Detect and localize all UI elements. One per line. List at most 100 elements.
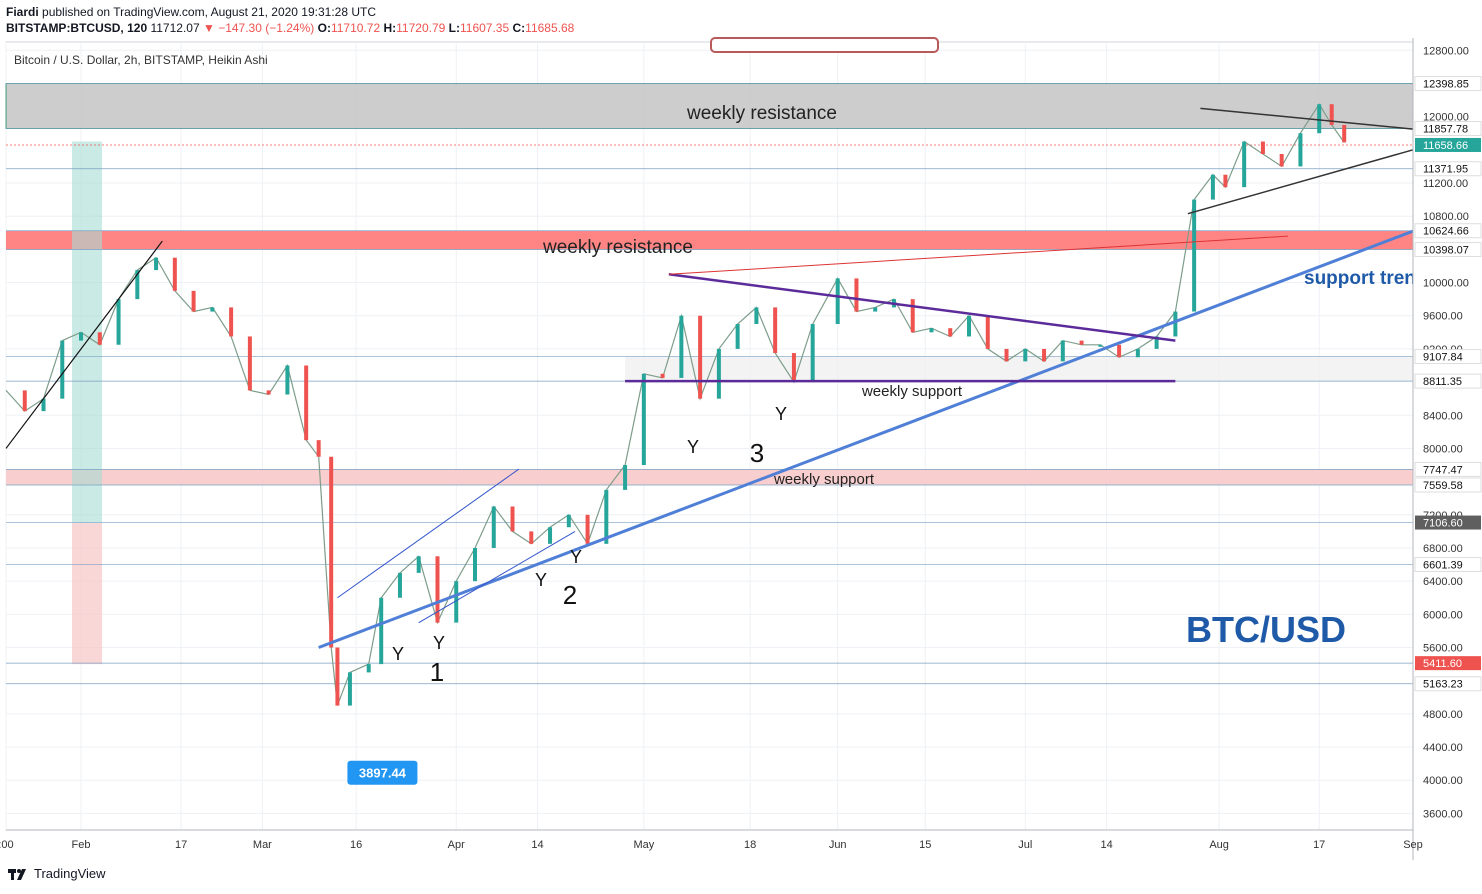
candle <box>210 307 215 312</box>
level-tag <box>1414 373 1482 389</box>
candle <box>41 398 46 412</box>
x-tick-label: Jun <box>829 839 847 851</box>
candle <box>304 365 309 441</box>
x-tick-label: Aug <box>1209 839 1229 851</box>
level-tag-label: 7559.58 <box>1423 480 1463 492</box>
y-tick-label: 6400.00 <box>1423 576 1463 588</box>
candle <box>316 440 321 457</box>
x-tick-label: 14 <box>531 839 543 851</box>
chart-legend-title: Bitcoin / U.S. Dollar, 2h, BITSTAMP, Hei… <box>14 53 268 67</box>
level-tag <box>1415 515 1481 530</box>
y-tick-label: 6800.00 <box>1423 543 1463 555</box>
candle <box>229 307 234 337</box>
x-tick-label: May <box>633 839 654 851</box>
y-tick-label: 5600.00 <box>1423 643 1463 655</box>
candle <box>247 336 252 391</box>
candle <box>754 307 759 325</box>
level-tag <box>1414 461 1482 477</box>
candle <box>835 278 840 325</box>
pink-band <box>72 523 102 665</box>
candle <box>1042 348 1047 362</box>
price-series <box>5 103 1347 706</box>
candle <box>1079 340 1084 345</box>
price-change: ▼ −147.30 (−1.24%) <box>202 21 315 35</box>
level-tag-label: 11658.66 <box>1423 140 1468 152</box>
candle <box>97 332 102 345</box>
level-tag-label: 9107.84 <box>1423 352 1463 364</box>
level-tag-label: 5163.23 <box>1423 679 1463 691</box>
candle <box>154 257 159 271</box>
candle <box>585 514 590 544</box>
close-value: 11685.68 <box>525 21 575 35</box>
candle <box>22 390 27 412</box>
x-tick-label: Jul <box>1018 839 1032 851</box>
candle <box>116 299 121 345</box>
x-tick-label: 17 <box>175 839 187 851</box>
level-tag <box>1414 242 1482 258</box>
annotation-14: Y <box>775 404 787 424</box>
candle <box>347 672 352 706</box>
author-name[interactable]: Fiardi <box>6 5 39 19</box>
candle <box>716 348 721 399</box>
candle <box>698 315 703 399</box>
candle <box>1223 174 1228 188</box>
candle <box>1173 311 1178 337</box>
plot-area <box>5 41 1414 831</box>
candle <box>473 547 477 582</box>
candle <box>366 664 371 673</box>
y-tick-label: 4400.00 <box>1423 742 1463 754</box>
wedge-bottom-line <box>1187 149 1414 215</box>
annotation-3: weekly support <box>861 383 963 400</box>
candle <box>1329 104 1334 125</box>
low-callout-box <box>347 760 418 785</box>
candle <box>379 597 384 665</box>
tradingview-brand[interactable]: TradingView <box>34 866 106 881</box>
y-tick-label: 4800.00 <box>1423 709 1463 721</box>
annotation-10: Y <box>433 633 445 653</box>
chart-annotations: 3897.44 weekly resistance weekly resistanc… <box>14 53 1428 785</box>
candle <box>435 556 440 623</box>
candle <box>929 328 934 333</box>
y-tick-label: 12000.00 <box>1423 112 1469 124</box>
candle <box>191 290 196 312</box>
y-tick-label: 3600.00 <box>1423 808 1463 820</box>
candle <box>266 390 271 395</box>
x-tick-label: 18 <box>744 839 756 851</box>
candle <box>604 489 609 544</box>
descending-line <box>668 273 1176 342</box>
candle <box>854 278 859 312</box>
candle <box>510 506 515 532</box>
candle <box>491 506 496 548</box>
level-tag <box>1414 76 1482 92</box>
x-tick-label: 17 <box>1313 839 1325 851</box>
annotation-5: BTC/USD <box>1186 609 1346 650</box>
candle <box>1135 348 1140 358</box>
grid-lines <box>5 41 1414 831</box>
y-tick-label: 11200.00 <box>1423 178 1468 190</box>
candle <box>1317 104 1322 134</box>
annotation-8: 3 <box>750 438 764 468</box>
publish-line: Fiardi published on TradingView.com, Aug… <box>6 4 574 20</box>
candle <box>679 315 684 378</box>
level-tag <box>1414 676 1482 692</box>
early-trend-line <box>5 240 163 449</box>
last-price: 11712.07 <box>150 21 200 35</box>
candle <box>548 527 553 544</box>
level-tag <box>1414 161 1482 177</box>
open-value: 11710.72 <box>330 21 381 35</box>
y-tick-label: 6000.00 <box>1423 609 1463 621</box>
level-tag-label: 6601.39 <box>1423 559 1463 571</box>
candle <box>810 324 815 383</box>
candle <box>773 307 778 354</box>
candle <box>79 332 84 341</box>
x-tick-label: Feb <box>72 839 91 851</box>
candle <box>1060 340 1065 362</box>
level-tag <box>1414 223 1482 239</box>
level-tag <box>1415 656 1481 671</box>
candle <box>1260 141 1265 154</box>
candle <box>623 465 628 490</box>
candle <box>1242 141 1247 188</box>
candle <box>1279 153 1284 167</box>
level-tag-label: 10398.07 <box>1423 245 1469 257</box>
